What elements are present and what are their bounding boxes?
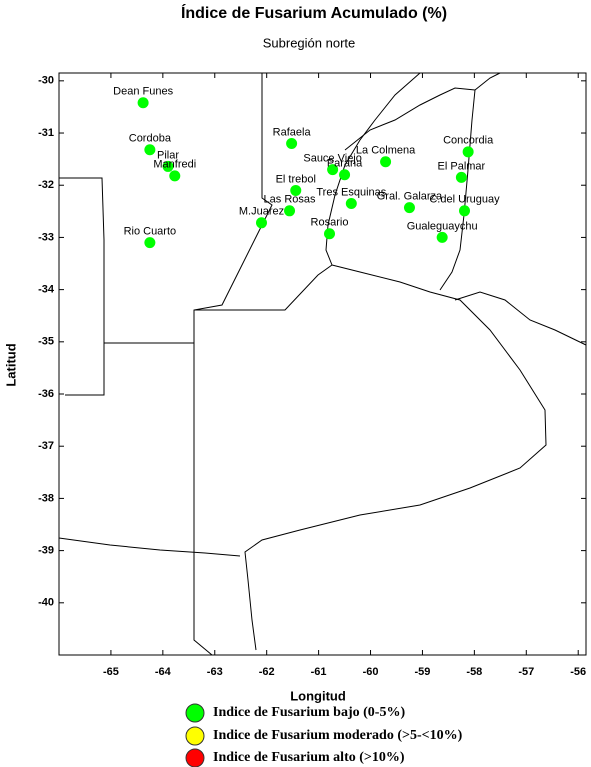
station-point [290,184,302,196]
station-label: Concordia [443,135,494,147]
station-point [339,169,351,181]
station-point [436,231,448,243]
x-tick-label: -59 [414,666,430,678]
station-label: Manfredi [153,159,196,171]
station-point [255,217,267,229]
x-tick-label: -62 [259,666,275,678]
station-label: Las Rosas [264,194,316,206]
map-boundaries [58,72,587,656]
station-label: Rafaela [273,126,312,138]
station-point [169,170,181,182]
station-point [162,160,174,172]
station-label: M.Juarez [239,206,284,218]
station-point [345,197,357,209]
y-tick-label: -38 [38,492,54,504]
station-point [144,237,156,249]
station-point [327,164,339,176]
station-label: C.del Uruguay [429,194,500,206]
station-point [286,137,298,149]
station-label: El trebol [276,173,316,185]
station-label: Pilar [157,149,179,161]
x-tick-label: -63 [207,666,223,678]
station-point [137,97,149,109]
x-tick-label: -56 [570,666,586,678]
chart-subtitle: Subregión norte [263,35,356,50]
y-tick-label: -40 [38,597,54,609]
legend-swatch [185,703,205,723]
station-point [324,228,336,240]
station-point [462,146,474,158]
station-label: Gral. Galarza [377,191,443,203]
station-label: Gualeguaychu [407,220,478,232]
x-tick-label: -65 [103,666,119,678]
station-point [459,205,471,217]
y-tick-label: -30 [38,75,54,87]
station-point [403,202,415,214]
station-label: El Palmar [438,160,486,172]
y-tick-label: -33 [38,231,54,243]
station-point [284,205,296,217]
x-tick-label: -58 [466,666,482,678]
station-point [144,144,156,156]
station-label: Rio Cuarto [124,226,177,238]
x-tick-label: -60 [363,666,379,678]
y-tick-label: -39 [38,545,54,557]
station-label: Rosario [311,217,349,229]
y-tick-label: -32 [38,179,54,191]
y-tick-label: -35 [38,336,54,348]
chart-title: Índice de Fusarium Acumulado (%) [181,3,447,22]
y-tick-label: -34 [38,284,55,296]
station-label: Tres Esquinas [316,186,386,198]
station-label: La Colmena [356,145,416,157]
y-tick-label: -31 [38,127,54,139]
y-axis-label: Latitud [3,343,18,386]
station-label: Parana [327,158,363,170]
legend: Indice de Fusarium bajo (0-5%) Indice de… [185,703,463,767]
station-point [380,156,392,168]
legend-label: Indice de Fusarium moderado (>5-<10%) [213,728,463,743]
legend-swatch [185,748,205,767]
plot-frame [58,72,587,656]
legend-label: Indice de Fusarium alto (>10%) [213,750,405,765]
x-tick-label: -57 [518,666,534,678]
y-tick-label: -37 [38,440,54,452]
legend-swatch [185,726,205,746]
x-tick-label: -61 [311,666,327,678]
station-label: Sauce Viejo [303,152,362,164]
station-label: Dean Funes [113,86,173,98]
x-tick-label: -64 [155,666,172,678]
legend-label: Indice de Fusarium bajo (0-5%) [213,705,405,720]
station-point [455,171,467,183]
x-axis-label: Longitud [290,688,346,703]
y-tick-label: -36 [38,388,54,400]
station-label: Cordoba [129,133,172,145]
